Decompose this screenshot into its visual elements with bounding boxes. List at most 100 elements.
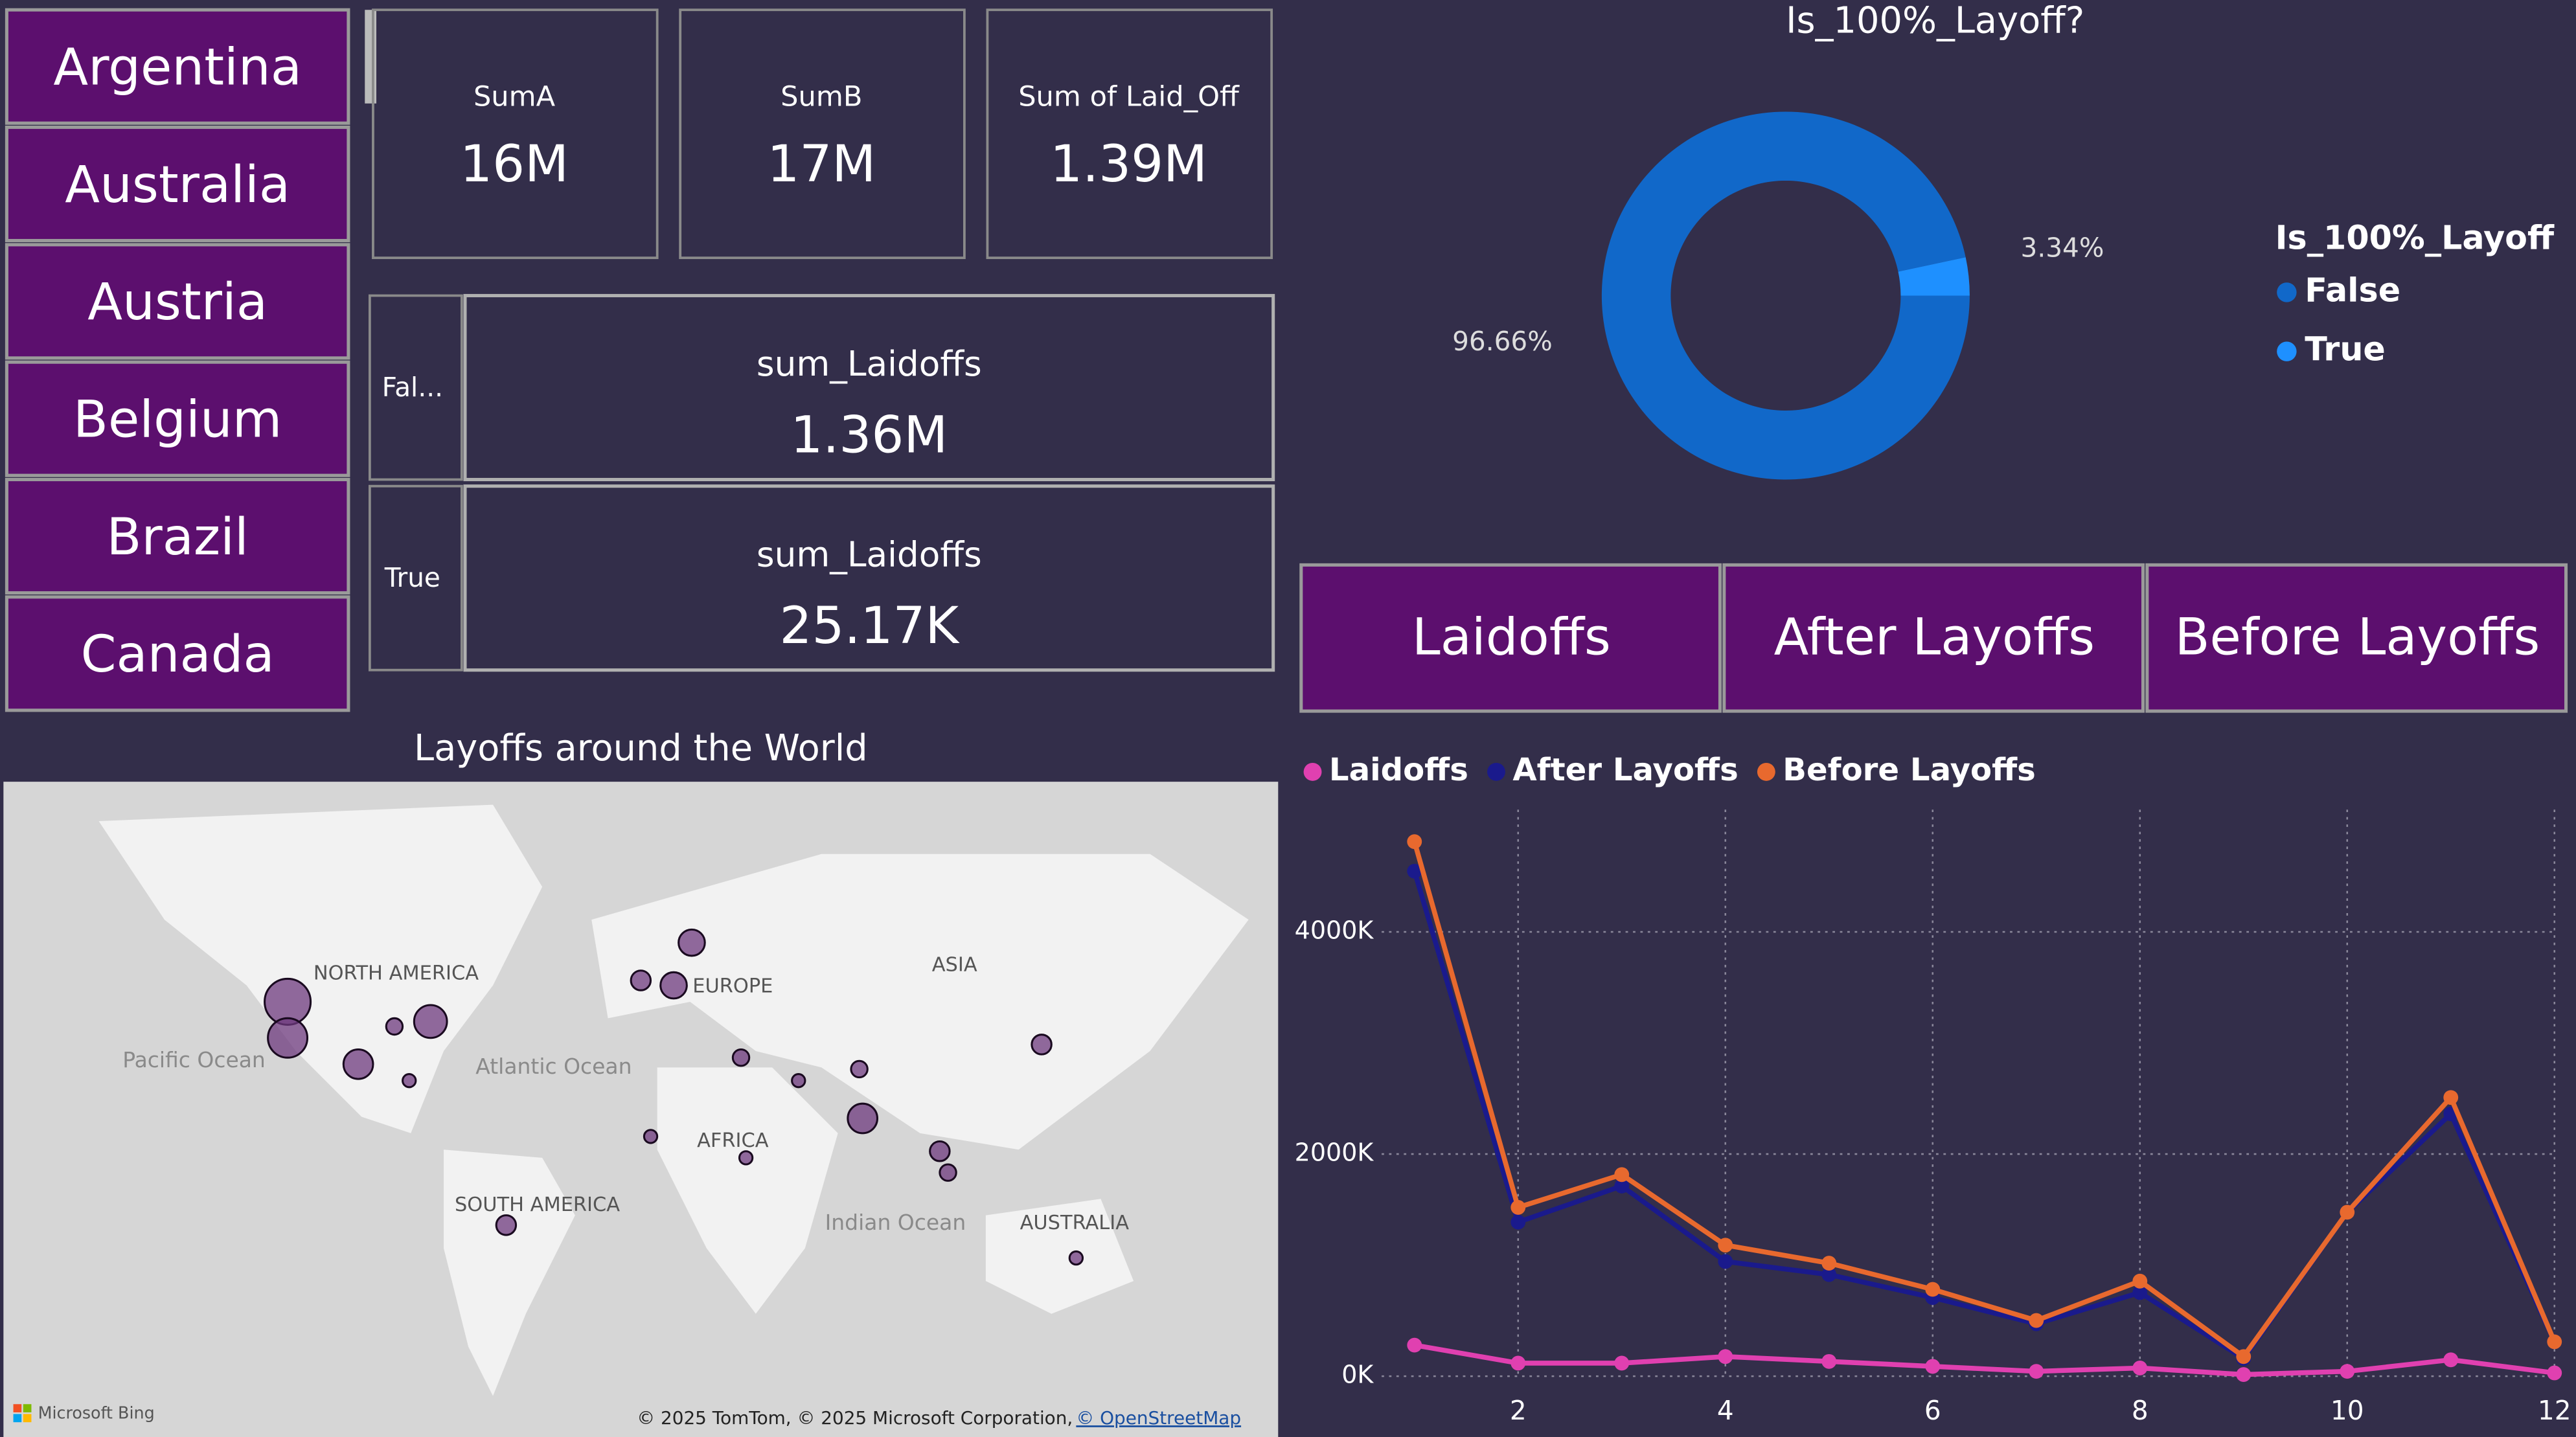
slicer-label: Australia — [65, 155, 290, 214]
y-tick-label: 2000K — [1295, 1138, 1374, 1167]
data-point — [1407, 1337, 1422, 1353]
slicer-label: Brazil — [106, 507, 248, 567]
map-bubble — [643, 1129, 659, 1144]
slicer-item[interactable] — [5, 243, 350, 360]
map-attribution: © 2025 TomTom, © 2025 Microsoft Corporat… — [637, 1407, 1073, 1429]
data-point — [1821, 1267, 1837, 1282]
map-label: SOUTH AMERICA — [455, 1194, 620, 1216]
button-label: Before Layoffs — [2175, 607, 2540, 667]
matrix-label: sum_Laidoffs — [757, 344, 982, 384]
matrix-value-cell — [463, 484, 1275, 672]
data-point — [1407, 863, 1422, 879]
map-bubble — [402, 1073, 417, 1089]
card — [986, 8, 1273, 260]
data-point — [1614, 1179, 1630, 1194]
data-point — [1718, 1238, 1733, 1253]
map-bubble — [1031, 1034, 1053, 1056]
map-bubble — [929, 1140, 951, 1162]
button[interactable] — [1299, 563, 1722, 713]
card — [679, 8, 966, 260]
matrix-category: Fal... — [382, 372, 443, 403]
data-point — [2443, 1090, 2459, 1105]
donut-title: Is_100%_Layoff? — [1786, 0, 2084, 42]
legend-marker — [2277, 341, 2297, 361]
matrix-category: True — [384, 562, 440, 593]
card — [372, 8, 659, 260]
data-point — [2443, 1352, 2459, 1368]
card-label: SumA — [473, 81, 556, 113]
data-point — [1510, 1214, 1526, 1230]
data-point — [2547, 1365, 2562, 1381]
data-point — [1718, 1254, 1733, 1269]
map-bubble — [267, 1017, 309, 1059]
land — [443, 1149, 575, 1396]
legend-label: False — [2305, 271, 2400, 309]
legend-marker — [2277, 282, 2297, 302]
map-bubble — [413, 1004, 448, 1039]
matrix-category-cell — [368, 484, 463, 672]
land — [591, 854, 1249, 1150]
legend-label: Laidoffs — [1329, 752, 1468, 788]
bing-logo — [23, 1414, 32, 1423]
slicer-item[interactable] — [5, 126, 350, 243]
data-point — [2029, 1313, 2044, 1328]
map — [3, 782, 1279, 1437]
button[interactable] — [2145, 563, 2568, 713]
data-point — [1925, 1359, 1941, 1374]
x-tick-label: 4 — [1717, 1395, 1734, 1426]
map-bubble — [630, 969, 652, 991]
data-point — [1821, 1353, 1837, 1369]
data-point — [1718, 1349, 1733, 1364]
map-bubble — [939, 1163, 957, 1182]
map-bubble — [738, 1150, 754, 1166]
data-point — [2132, 1361, 2148, 1375]
data-point — [2132, 1285, 2148, 1300]
map-brand: Microsoft Bing — [38, 1403, 155, 1422]
card-label: Sum of Laid_Off — [1018, 81, 1240, 113]
data-point — [2132, 1273, 2148, 1289]
data-point — [1510, 1199, 1526, 1215]
data-point — [1614, 1167, 1630, 1182]
data-point — [2340, 1364, 2355, 1379]
map-label: ASIA — [932, 954, 977, 977]
matrix-value: 25.17K — [780, 596, 961, 655]
map-label: AUSTRALIA — [1020, 1212, 1130, 1234]
legend-marker — [1303, 762, 1322, 781]
legend-label: True — [2305, 330, 2386, 368]
land — [657, 1067, 838, 1314]
data-point — [2236, 1349, 2251, 1364]
data-point — [2547, 1334, 2562, 1350]
series-line — [1412, 841, 2557, 1361]
card-value: 1.39M — [1050, 134, 1207, 194]
x-tick-label: 8 — [2132, 1395, 2149, 1426]
slicer-item[interactable] — [5, 595, 350, 712]
legend-title: Is_100%_Layoff — [2275, 218, 2555, 256]
slicer-item[interactable] — [5, 360, 350, 477]
data-point — [2340, 1205, 2355, 1220]
bing-logo — [13, 1404, 22, 1412]
bing-logo — [23, 1404, 32, 1412]
slicer-label: Canada — [81, 624, 275, 684]
data-point — [1821, 1256, 1837, 1271]
matrix-category-cell — [368, 294, 463, 481]
button[interactable] — [1722, 563, 2145, 713]
map-bubble — [385, 1017, 404, 1036]
map-bubble — [850, 1059, 869, 1079]
map-bubble — [678, 928, 706, 957]
slicer-item[interactable] — [5, 8, 350, 125]
legend-label: Before Layoffs — [1783, 752, 2036, 788]
map-title: Layoffs around the World — [414, 727, 868, 769]
slicer-item[interactable] — [5, 477, 350, 595]
map-label: AFRICA — [697, 1129, 769, 1152]
map-label: Atlantic Ocean — [475, 1054, 632, 1079]
slicer-label: Austria — [87, 272, 268, 332]
map-bubble — [659, 971, 688, 1000]
x-tick-label: 10 — [2331, 1395, 2364, 1426]
bing-logo — [13, 1414, 22, 1423]
data-point — [1407, 834, 1422, 850]
legend-label: After Layoffs — [1512, 752, 1738, 788]
map-bubbles — [264, 928, 1084, 1266]
button-label: Laidoffs — [1412, 607, 1611, 667]
scrollbar[interactable] — [365, 10, 377, 104]
